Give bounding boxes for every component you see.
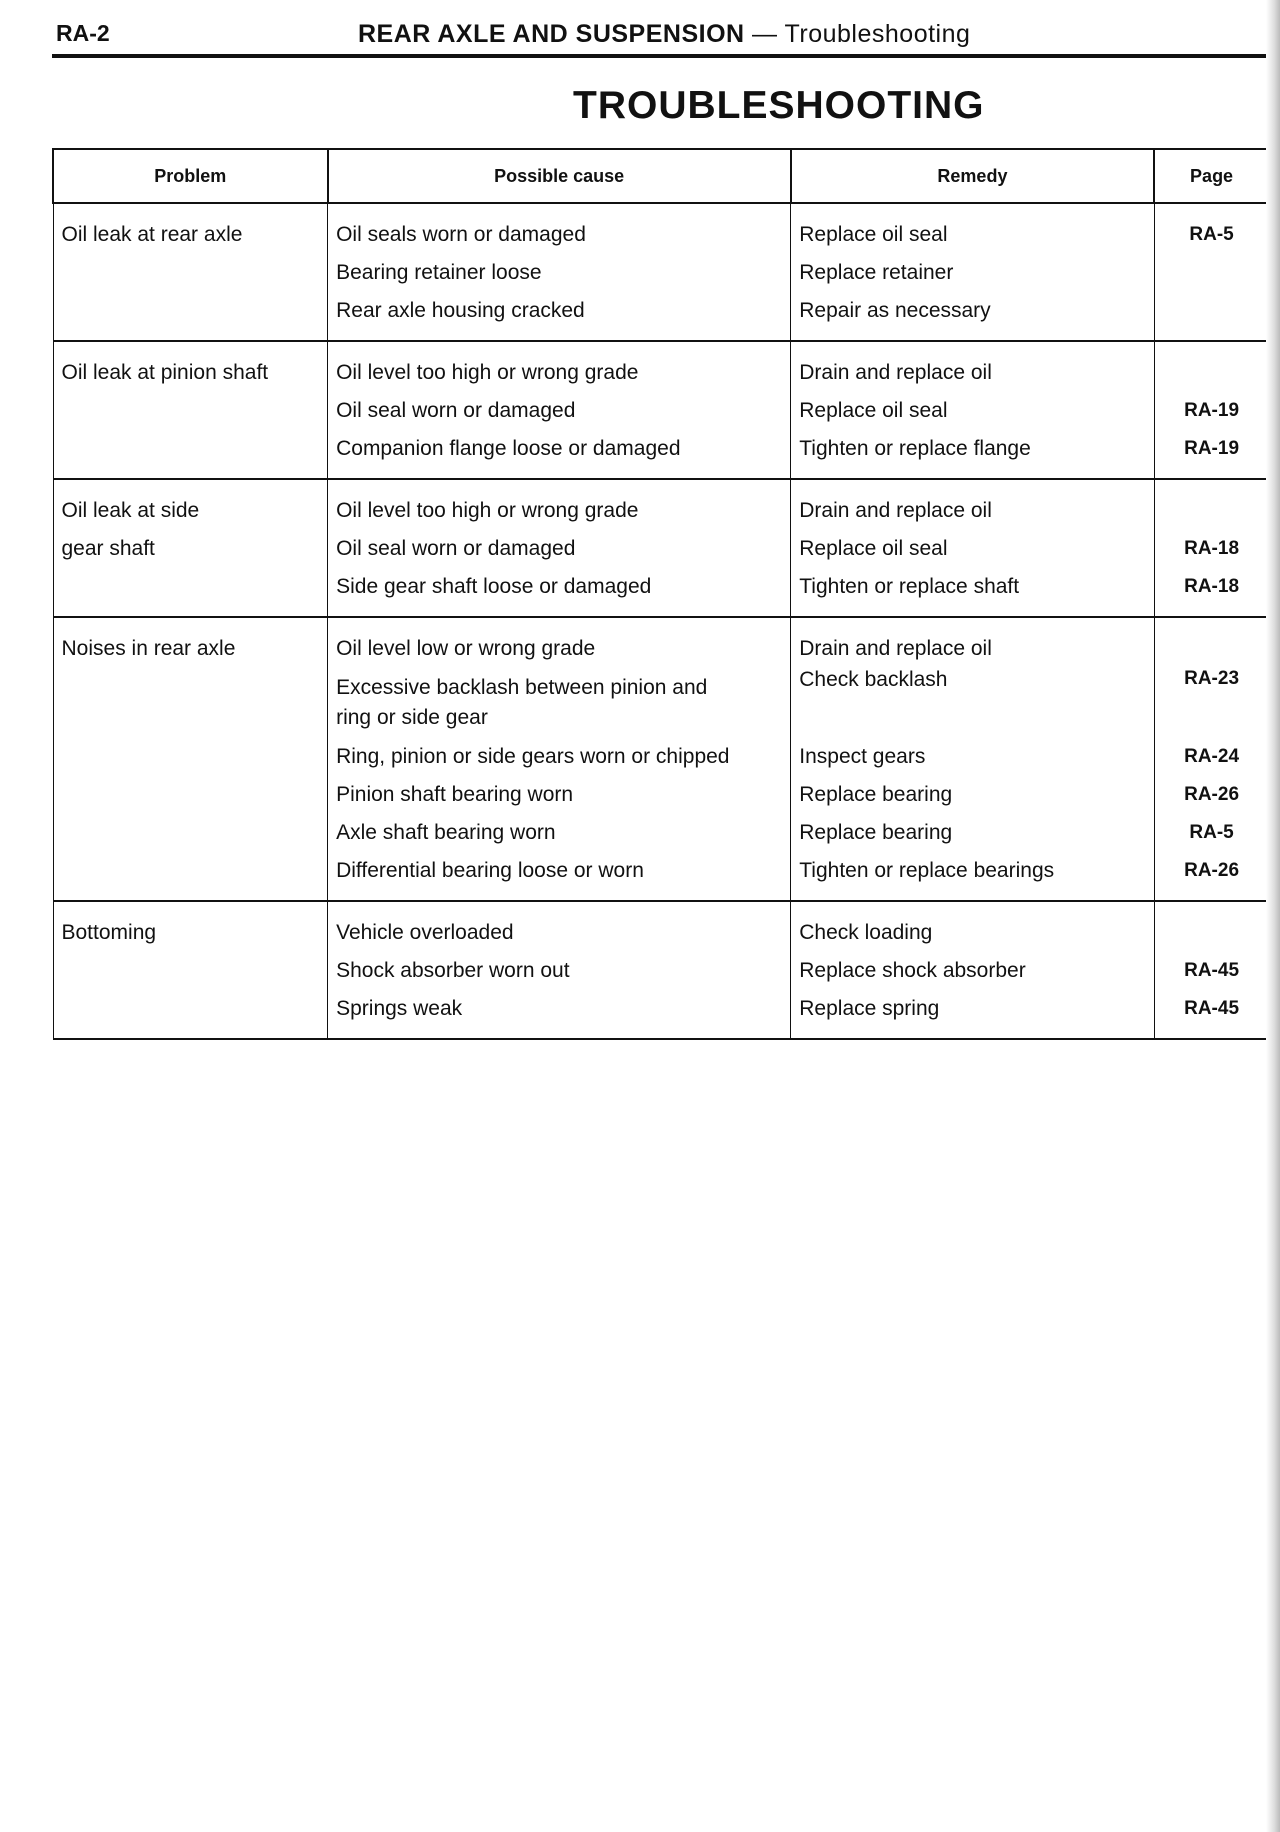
remedy-cell: Drain and replace oil — [790, 479, 1155, 530]
remedy-cell: Replace bearing — [790, 814, 1155, 852]
table-row: Noises in rear axle Oil level low or wron… — [52, 617, 1270, 901]
problem-group: Oil leak at side gear shaft Oil level too … — [52, 479, 1270, 617]
table-header-row: Problem Possible cause Remedy Page — [52, 148, 1270, 204]
page-ref-cell: RA-45 — [1153, 990, 1270, 1039]
table-row: Oil leak at pinion shaft Oil level too hi… — [52, 341, 1270, 479]
page-ref-cell: RA-18 — [1153, 530, 1270, 568]
cause-cell: Vehicle overloaded — [327, 901, 792, 952]
table-row: Differential bearing loose or worn Tighte… — [53, 852, 1270, 901]
column-header-page: Page — [1153, 148, 1270, 204]
cause-cell: Pinion shaft bearing worn — [327, 776, 792, 814]
page-ref-cell: RA-19 — [1153, 430, 1270, 479]
page-number: RA-2 — [56, 20, 110, 46]
remedy-cell: Check backlash — [790, 668, 1155, 738]
problem-cell: Oil leak at side gear shaft — [52, 479, 329, 617]
cause-cell: Excessive backlash between pinion and rin… — [327, 668, 792, 738]
table-row: Ring, pinion or side gears worn or chipp… — [53, 738, 1270, 776]
problem-group: Bottoming Vehicle overloaded Check loading… — [52, 901, 1270, 1039]
table-row: Shock absorber worn out Replace shock abs… — [53, 952, 1270, 990]
remedy-cell: Replace retainer — [790, 254, 1155, 292]
page-ref-cell — [1153, 901, 1270, 952]
remedy-cell: Tighten or replace bearings — [790, 852, 1155, 901]
table-row: Excessive backlash between pinion and rin… — [53, 668, 1270, 738]
table-row: Pinion shaft bearing worn Replace bearing… — [53, 776, 1270, 814]
problem-group: Oil leak at rear axle Oil seals worn or d… — [52, 203, 1270, 341]
problem-group: Oil leak at pinion shaft Oil level too hi… — [52, 341, 1270, 479]
cause-cell: Differential bearing loose or worn — [327, 852, 792, 901]
table-row: Bottoming Vehicle overloaded Check loading — [52, 901, 1270, 1039]
problem-cell: Oil leak at rear axle — [52, 203, 329, 341]
cause-cell: Oil seals worn or damaged — [327, 203, 792, 254]
cause-cell: Bearing retainer loose — [327, 254, 792, 292]
problem-cell: Noises in rear axle — [52, 617, 329, 901]
page-ref-cell: RA-23 — [1153, 668, 1270, 738]
table-row: Oil seal worn or damaged Replace oil seal… — [53, 392, 1270, 430]
troubleshooting-table: Problem Possible cause Remedy Page Oil l… — [52, 148, 1270, 1040]
table-row: Oil leak at side gear shaft Oil level too … — [52, 479, 1270, 617]
page-ref-cell: RA-24 — [1153, 738, 1270, 776]
page-ref-cell: RA-45 — [1153, 952, 1270, 990]
header-rule — [52, 54, 1270, 58]
remedy-cell: Drain and replace oil — [790, 341, 1155, 392]
remedy-cell: Repair as necessary — [790, 292, 1155, 341]
page-ref-cell — [1153, 292, 1270, 341]
remedy-cell: Drain and replace oil — [790, 617, 1155, 668]
running-header: REAR AXLE AND SUSPENSION — Troubleshooti… — [358, 20, 970, 49]
remedy-cell: Check loading — [790, 901, 1155, 952]
table-row: Axle shaft bearing worn Replace bearing RA… — [53, 814, 1270, 852]
cause-cell: Shock absorber worn out — [327, 952, 792, 990]
problem-group: Noises in rear axle Oil level low or wron… — [52, 617, 1270, 901]
page-ref-cell — [1153, 617, 1270, 668]
cause-cell: Axle shaft bearing worn — [327, 814, 792, 852]
table-row: Oil leak at rear axle Oil seals worn or d… — [52, 203, 1270, 341]
remedy-cell: Tighten or replace flange — [790, 430, 1155, 479]
remedy-cell: Replace shock absorber — [790, 952, 1155, 990]
page-ref-cell: RA-5 — [1153, 814, 1270, 852]
table-row: Bearing retainer loose Replace retainer — [53, 254, 1270, 292]
column-header-cause: Possible cause — [326, 148, 792, 204]
cause-cell: Oil level low or wrong grade — [327, 617, 792, 668]
remedy-cell: Replace oil seal — [790, 203, 1155, 254]
table-row: Oil seal worn or damaged Replace oil seal… — [53, 530, 1270, 568]
cause-cell: Oil level too high or wrong grade — [327, 341, 792, 392]
table-row: Springs weak Replace spring RA-45 — [53, 990, 1270, 1039]
page-ref-cell — [1153, 254, 1270, 292]
page-ref-cell — [1153, 341, 1270, 392]
page-ref-cell: RA-18 — [1153, 568, 1270, 617]
page-ref-cell: RA-19 — [1153, 392, 1270, 430]
remedy-cell: Replace oil seal — [790, 530, 1155, 568]
remedy-cell: Tighten or replace shaft — [790, 568, 1155, 617]
section-title: REAR AXLE AND SUSPENSION — [358, 20, 745, 48]
page-ref-cell: RA-26 — [1153, 776, 1270, 814]
subsection-title: Troubleshooting — [784, 20, 971, 48]
page-ref-cell: RA-26 — [1153, 852, 1270, 901]
table-row: Rear axle housing cracked Repair as neces… — [53, 292, 1270, 341]
problem-cell: Bottoming — [52, 901, 329, 1039]
cause-cell: Oil seal worn or damaged — [327, 530, 792, 568]
page-edge-shadow — [1266, 0, 1280, 1832]
cause-cell: Oil seal worn or damaged — [327, 392, 792, 430]
remedy-cell: Replace bearing — [790, 776, 1155, 814]
column-header-problem: Problem — [52, 148, 329, 204]
page-ref-cell: RA-5 — [1153, 203, 1270, 254]
cause-cell: Rear axle housing cracked — [327, 292, 792, 341]
remedy-cell: Replace spring — [790, 990, 1155, 1039]
column-header-remedy: Remedy — [789, 148, 1156, 204]
remedy-cell: Inspect gears — [790, 738, 1155, 776]
cause-cell: Oil level too high or wrong grade — [327, 479, 792, 530]
cause-cell: Ring, pinion or side gears worn or chipp… — [327, 738, 792, 776]
header-separator: — — [752, 20, 778, 48]
problem-cell: Oil leak at pinion shaft — [52, 341, 329, 479]
cause-cell: Springs weak — [327, 990, 792, 1039]
page-ref-cell — [1153, 479, 1270, 530]
table-row: Companion flange loose or damaged Tighten… — [53, 430, 1270, 479]
cause-cell: Companion flange loose or damaged — [327, 430, 792, 479]
cause-cell: Side gear shaft loose or damaged — [327, 568, 792, 617]
page-title: TROUBLESHOOTING — [573, 84, 985, 127]
remedy-cell: Replace oil seal — [790, 392, 1155, 430]
table-row: Side gear shaft loose or damaged Tighten … — [53, 568, 1270, 617]
